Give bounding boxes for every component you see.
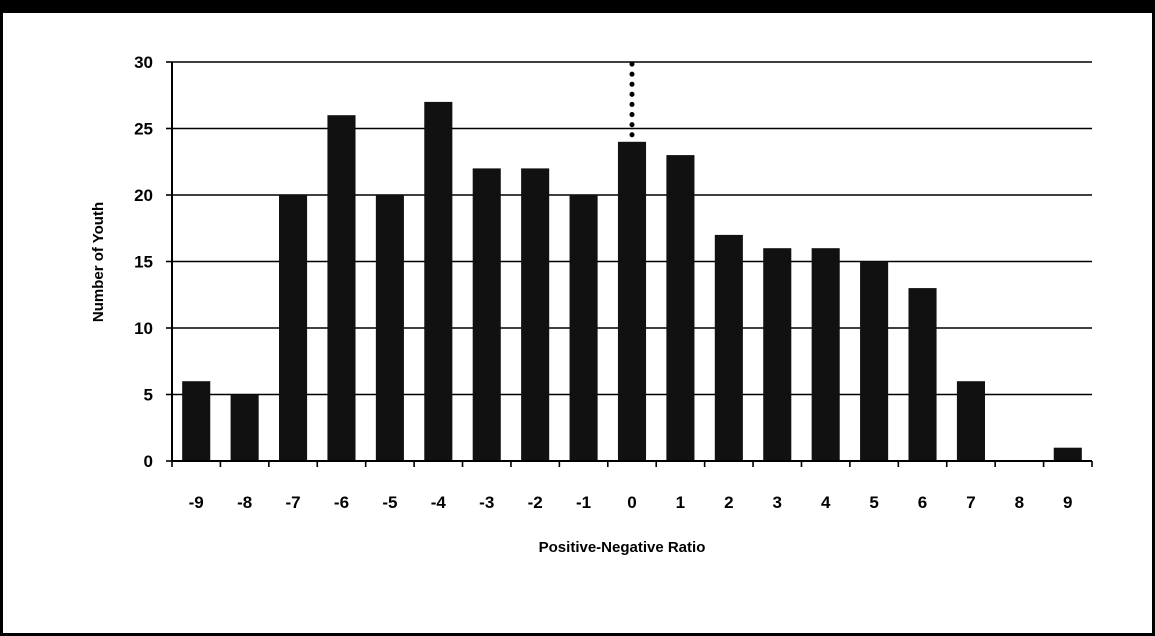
x-tick-label: 2 xyxy=(724,493,733,512)
bar xyxy=(569,195,598,461)
bars xyxy=(182,101,1082,462)
bar xyxy=(860,261,889,461)
bar xyxy=(714,234,743,461)
x-tick-label: -1 xyxy=(576,493,591,512)
x-tick-label: -3 xyxy=(479,493,494,512)
bar xyxy=(763,248,792,461)
x-tick-label: -4 xyxy=(431,493,447,512)
x-tick-label: -5 xyxy=(382,493,397,512)
x-tick-label: 9 xyxy=(1063,493,1072,512)
x-tick-label: 7 xyxy=(966,493,975,512)
x-tick-label: -7 xyxy=(285,493,300,512)
y-tick-label: 20 xyxy=(134,186,153,205)
bar xyxy=(1053,447,1082,461)
y-tick-labels: 0 5 10 15 20 25 30 xyxy=(134,53,172,471)
bar xyxy=(617,141,647,462)
x-tick-label: 3 xyxy=(773,493,782,512)
x-axis-title: Positive-Negative Ratio xyxy=(539,539,706,556)
bar xyxy=(811,248,840,461)
bar xyxy=(908,288,937,461)
bar xyxy=(230,394,259,461)
y-tick-label: 25 xyxy=(134,120,153,139)
y-tick-label: 10 xyxy=(134,319,153,338)
x-tick-labels: -9 -8 -7 -6 -5 -4 -3 -2 -1 0 1 2 3 4 5 6 7 8 9 xyxy=(171,461,1093,512)
bar xyxy=(424,101,453,462)
x-tick-label: -9 xyxy=(189,493,204,512)
bar xyxy=(956,381,985,461)
y-tick-label: 0 xyxy=(144,452,153,471)
x-tick-label: -6 xyxy=(334,493,349,512)
bar xyxy=(472,168,501,461)
bar xyxy=(521,168,550,461)
y-tick-label: 30 xyxy=(134,53,153,72)
bar xyxy=(279,195,308,461)
x-tick-label: -2 xyxy=(528,493,543,512)
bar xyxy=(182,381,211,461)
x-tick-label: -8 xyxy=(237,493,252,512)
x-tick-label: 1 xyxy=(676,493,685,512)
y-axis-title: Number of Youth xyxy=(90,202,107,322)
x-tick-label: 4 xyxy=(821,493,831,512)
x-tick-label: 0 xyxy=(627,493,636,512)
x-tick-label: 5 xyxy=(869,493,878,512)
bar xyxy=(375,195,404,461)
bar xyxy=(327,115,356,461)
y-tick-label: 5 xyxy=(144,386,153,405)
bar xyxy=(666,155,695,461)
x-tick-label: 8 xyxy=(1015,493,1024,512)
x-tick-label: 6 xyxy=(918,493,927,512)
y-tick-label: 15 xyxy=(134,253,153,272)
